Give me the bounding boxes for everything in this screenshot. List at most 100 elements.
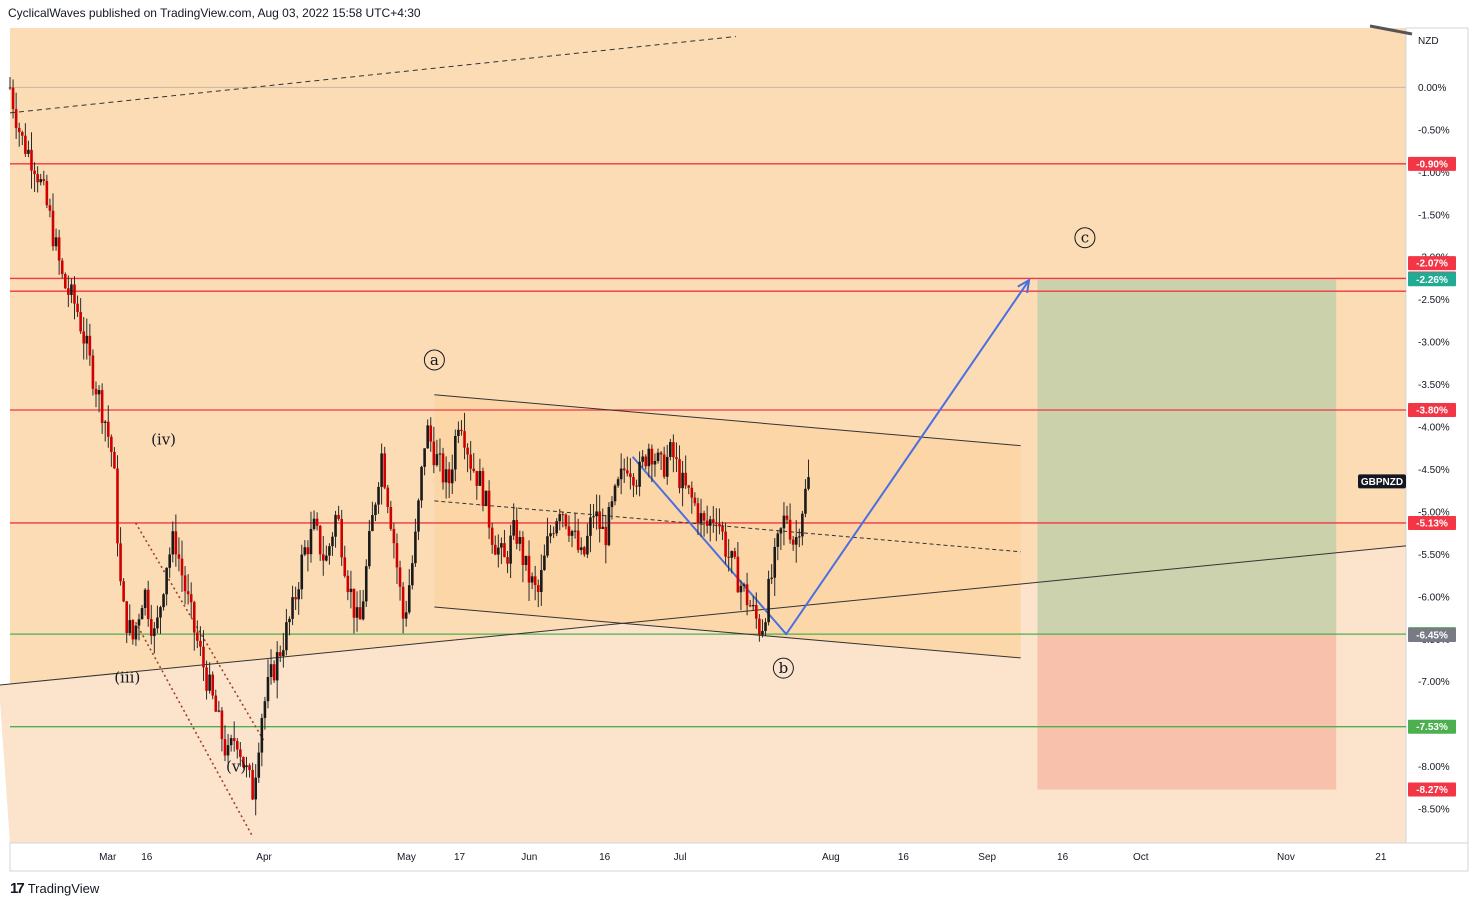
candle-body — [180, 558, 184, 576]
candle-body — [183, 575, 187, 592]
candle-body — [328, 546, 331, 556]
candle-body — [435, 454, 439, 466]
candle-body — [30, 149, 33, 171]
x-tick-label: Apr — [256, 852, 272, 863]
x-tick-label: 16 — [599, 852, 611, 863]
candle-body — [334, 514, 337, 537]
candle-body — [739, 585, 743, 593]
candle-body — [715, 522, 718, 524]
candle-body — [807, 477, 810, 489]
candle-body — [794, 536, 798, 545]
candle-body — [48, 205, 52, 211]
candle-body — [758, 618, 761, 635]
candle-body — [300, 554, 304, 590]
y-tick-label: -7.00% — [1418, 677, 1450, 688]
candle-body — [561, 514, 565, 516]
candle-body — [481, 471, 485, 506]
candle-body — [128, 620, 132, 633]
candle-body — [791, 539, 795, 545]
candle-body — [724, 531, 727, 557]
candle-body — [389, 506, 393, 529]
channel-mid-line — [434, 500, 1021, 553]
candle-body — [146, 589, 150, 620]
candle-body — [543, 555, 546, 571]
candle-body — [426, 425, 429, 449]
level-badge-label: -7.53% — [1416, 722, 1448, 733]
candle-body — [321, 554, 325, 561]
y-tick-label: -4.50% — [1418, 465, 1450, 476]
level-badge-label: -3.80% — [1416, 406, 1448, 417]
candle-body — [70, 284, 73, 295]
candle-body — [371, 515, 374, 532]
candle-body — [555, 521, 558, 534]
candle-body — [291, 597, 294, 619]
x-tick-label: Oct — [1133, 852, 1149, 863]
candle-body — [619, 468, 623, 480]
candle-body — [533, 576, 537, 586]
candle-body — [122, 581, 125, 602]
candle-body — [82, 331, 86, 344]
candle-body — [764, 622, 767, 631]
candle-body — [315, 518, 319, 526]
offscreen-line — [1369, 24, 1413, 36]
candle-body — [318, 525, 322, 555]
candle-body — [770, 577, 773, 579]
tradingview-logo-icon: 17 — [10, 880, 25, 897]
candle-body — [346, 575, 350, 593]
candle-body — [598, 511, 601, 529]
candle-body — [242, 757, 245, 768]
level-badge — [1408, 403, 1456, 418]
upper-dashed-trendline — [9, 35, 736, 114]
candle-body — [110, 436, 113, 452]
dotted-channel-upper — [134, 522, 265, 742]
wave-label: c — [1081, 229, 1089, 247]
candle-body — [493, 544, 497, 555]
candle-body — [383, 453, 386, 488]
x-tick-label: Jul — [674, 852, 687, 863]
candle-body — [736, 556, 740, 593]
brand-name: TradingView — [27, 881, 100, 896]
candle-body — [54, 237, 58, 247]
dotted-channel-lower — [134, 621, 254, 838]
candle-body — [349, 588, 353, 593]
candle-body — [699, 513, 703, 524]
candle-body — [595, 511, 598, 517]
candle-body — [192, 602, 196, 633]
candle-body — [420, 466, 423, 501]
x-tick-label: 21 — [1375, 852, 1387, 863]
candle-body — [521, 537, 525, 565]
candle-body — [60, 260, 64, 275]
candle-body — [478, 471, 482, 486]
candle-body — [718, 523, 721, 527]
candle-body — [576, 530, 580, 551]
candle-body — [312, 518, 316, 529]
candle-body — [573, 530, 577, 532]
y-tick-label: -4.00% — [1418, 423, 1450, 434]
candle-body — [94, 388, 98, 395]
wave-label-circle — [423, 349, 445, 371]
candle-body — [325, 555, 328, 561]
long-trendline — [0, 545, 1407, 686]
candle-body — [524, 555, 528, 565]
candle-body — [626, 470, 629, 474]
price-axis: NZD0.00%-0.50%-1.00%-1.50%-2.00%-2.50%-3… — [1358, 36, 1456, 816]
candle-body — [398, 567, 402, 587]
candle-body — [165, 567, 168, 595]
candle-body — [223, 739, 227, 756]
candle-body — [622, 468, 626, 471]
candle-body — [177, 554, 181, 559]
candle-body — [653, 460, 657, 465]
x-tick-label: 16 — [1057, 852, 1069, 863]
candle-body — [472, 468, 476, 472]
candle-body — [748, 605, 752, 607]
candle-body — [644, 456, 648, 467]
candle-body — [610, 501, 614, 508]
candle-body — [678, 459, 681, 489]
candle-body — [288, 618, 291, 623]
candle-body — [263, 701, 267, 718]
candle-body — [675, 457, 678, 460]
candle-body — [733, 551, 737, 557]
wave-label: (iii) — [114, 668, 140, 686]
candle-body — [340, 519, 343, 558]
